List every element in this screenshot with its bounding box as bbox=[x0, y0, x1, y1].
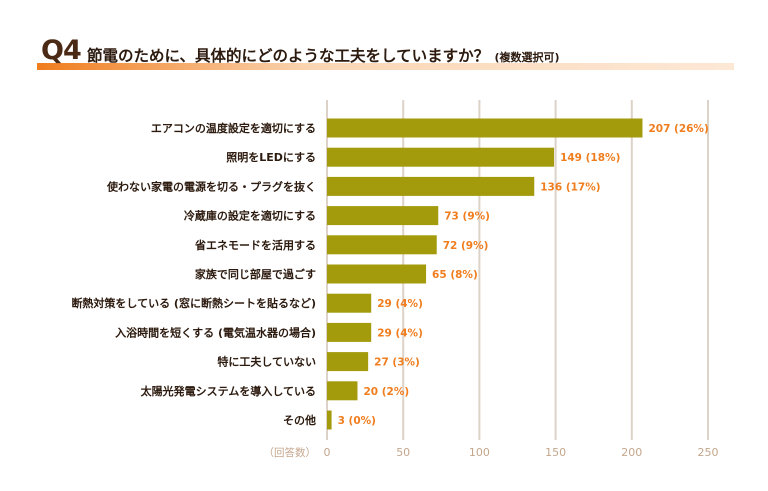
data-label: 72 (9%) bbox=[443, 240, 489, 252]
bar bbox=[327, 322, 372, 342]
bar bbox=[327, 235, 437, 255]
category-label: 太陽光発電システムを導入している bbox=[140, 384, 316, 398]
x-axis-label: （回答数） bbox=[264, 446, 317, 459]
title-underline bbox=[37, 63, 734, 70]
data-label: 149 (18%) bbox=[560, 152, 620, 164]
data-label: 3 (0%) bbox=[338, 415, 376, 427]
category-label: 入浴時間を短くする (電気温水器の場合) bbox=[115, 325, 316, 339]
data-label: 29 (4%) bbox=[377, 298, 423, 310]
bar bbox=[327, 118, 643, 138]
data-label: 207 (26%) bbox=[648, 123, 708, 135]
bar bbox=[327, 176, 535, 196]
x-tick-label: 200 bbox=[621, 446, 642, 459]
x-tick-label: 100 bbox=[469, 446, 490, 459]
data-label: 65 (8%) bbox=[432, 269, 478, 281]
title-text: 節電のために、具体的にどのような工夫をしていますか？ bbox=[87, 47, 490, 65]
data-label: 136 (17%) bbox=[540, 181, 600, 193]
data-label: 29 (4%) bbox=[377, 327, 423, 339]
bar bbox=[327, 410, 332, 430]
category-label: 特に工夫していない bbox=[217, 355, 316, 369]
question-number: Q4 bbox=[41, 35, 82, 66]
category-label: 照明をLEDにする bbox=[226, 151, 316, 164]
bar bbox=[327, 147, 555, 167]
x-tick-label: 250 bbox=[698, 446, 719, 459]
data-label: 73 (9%) bbox=[444, 211, 490, 223]
bar bbox=[327, 381, 358, 401]
bar bbox=[327, 264, 427, 284]
category-label: 使わない家電の電源を切る・プラグを抜く bbox=[106, 179, 316, 193]
bar bbox=[327, 206, 439, 226]
x-tick-label: 50 bbox=[396, 446, 410, 459]
chart-title: Q4 節電のために、具体的にどのような工夫をしていますか？ (複数選択可) bbox=[37, 35, 734, 70]
category-label: エアコンの温度設定を適切にする bbox=[151, 121, 316, 135]
x-tick-label: 150 bbox=[545, 446, 566, 459]
title-subtitle: (複数選択可) bbox=[494, 51, 560, 64]
bar bbox=[327, 352, 369, 372]
category-label: その他 bbox=[283, 413, 316, 427]
category-label: 省エネモードを活用する bbox=[194, 238, 316, 252]
data-label: 20 (2%) bbox=[363, 386, 409, 398]
category-label: 断熱対策をしている (窓に断熱シートを貼るなど) bbox=[71, 296, 316, 310]
data-label: 27 (3%) bbox=[374, 357, 420, 369]
bar bbox=[327, 293, 372, 313]
category-label: 冷蔵庫の設定を適切にする bbox=[184, 209, 316, 223]
category-label: 家族で同じ部屋で過ごす bbox=[195, 267, 316, 281]
x-tick-label: 0 bbox=[324, 446, 331, 459]
